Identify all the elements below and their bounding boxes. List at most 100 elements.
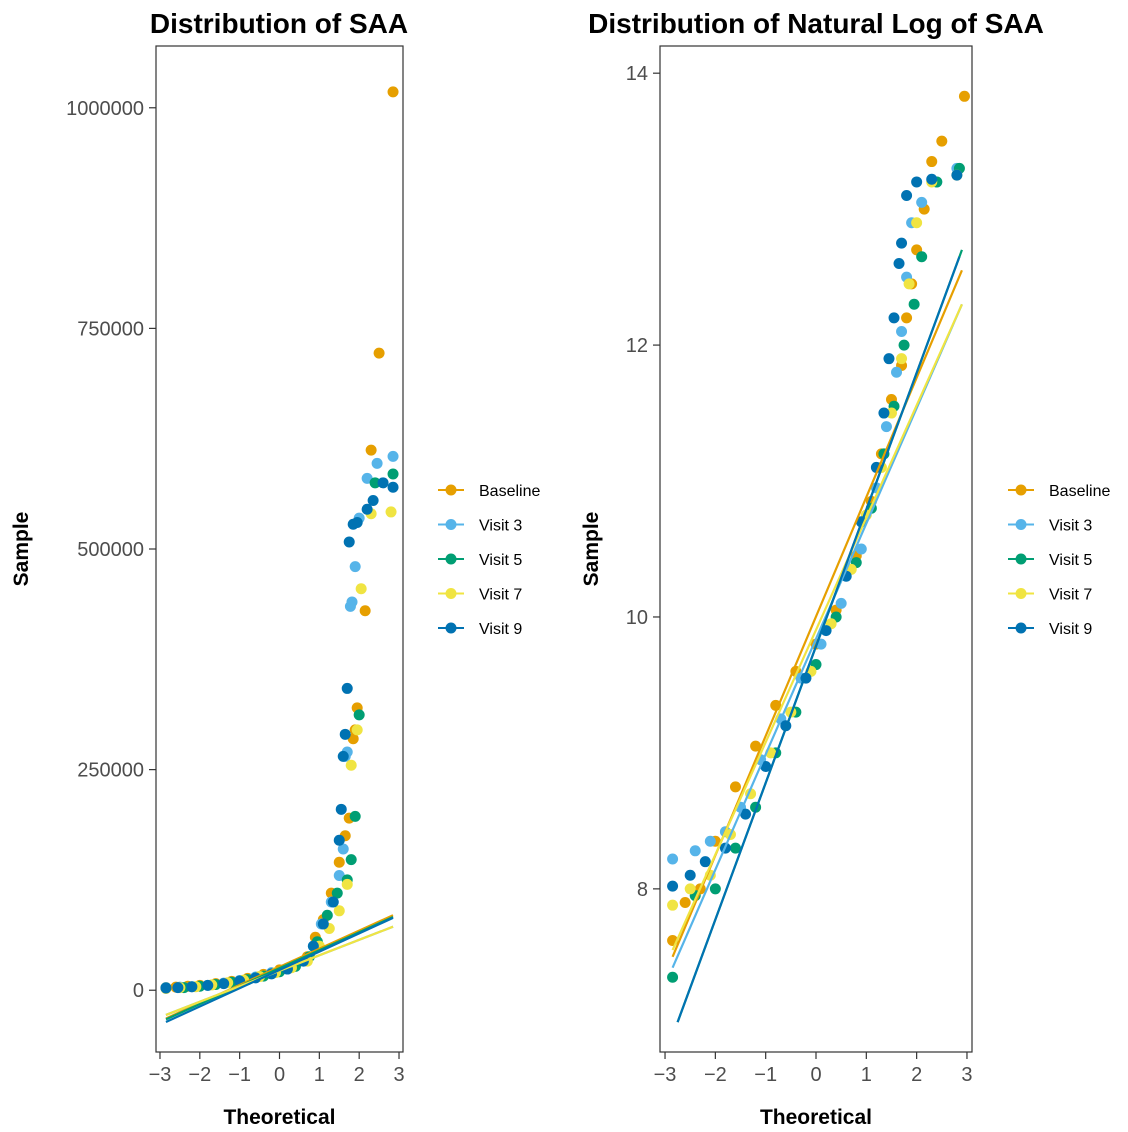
y-tick-label: 500000 <box>77 539 144 561</box>
data-point <box>377 477 389 489</box>
data-point <box>349 561 361 573</box>
data-point <box>709 883 721 895</box>
y-tick-label: 12 <box>626 335 648 357</box>
data-point <box>345 854 357 866</box>
data-point <box>908 298 920 310</box>
data-point <box>885 407 897 419</box>
legend-label: Visit 5 <box>1049 552 1092 569</box>
data-point <box>667 899 679 911</box>
data-point <box>667 971 679 983</box>
plot-panel <box>155 45 404 1053</box>
legend: Baseline Visit 3 Visit 5 Visit 7 Visit 9 <box>1008 483 1110 638</box>
series-baseline <box>667 90 970 947</box>
data-point <box>387 86 399 98</box>
series-visit-9 <box>667 169 963 892</box>
data-point <box>333 834 345 846</box>
data-point <box>355 583 367 595</box>
data-point <box>186 981 198 993</box>
data-point <box>878 407 890 419</box>
data-point <box>387 468 399 480</box>
data-point <box>160 982 172 994</box>
data-point <box>911 176 923 188</box>
x-axis-title: Theoretical <box>223 1106 335 1129</box>
x-tick-label: −2 <box>188 1064 211 1086</box>
legend-item: Baseline <box>1008 483 1110 500</box>
data-point <box>896 325 908 337</box>
legend-item: Visit 7 <box>1008 587 1092 604</box>
data-point <box>898 339 910 351</box>
data-point <box>684 869 696 881</box>
series-baseline <box>160 86 399 994</box>
y-tick-label: 250000 <box>77 760 144 782</box>
series-visit-5 <box>667 162 965 983</box>
data-point <box>888 312 900 324</box>
data-point <box>172 982 184 994</box>
x-tick-label: 1 <box>314 1064 325 1086</box>
data-point <box>689 845 701 857</box>
data-point <box>327 896 339 908</box>
data-point <box>385 506 397 518</box>
data-point <box>951 169 963 181</box>
series-visit-3 <box>160 450 399 994</box>
legend: Baseline Visit 3 Visit 5 Visit 7 Visit 9 <box>438 483 540 638</box>
x-tick-label: 2 <box>354 1064 365 1086</box>
series-visit-9 <box>160 477 399 994</box>
data-point <box>349 810 361 822</box>
legend-label: Visit 7 <box>479 587 522 604</box>
data-point <box>218 978 230 990</box>
data-point <box>936 135 948 147</box>
data-point <box>926 156 938 168</box>
qq-reference-line <box>671 303 963 951</box>
legend-key-dot <box>445 484 457 496</box>
x-tick-label: −3 <box>654 1064 677 1086</box>
data-point <box>880 421 892 433</box>
data-point <box>353 709 365 721</box>
legend-item: Visit 3 <box>1008 518 1092 535</box>
data-point <box>367 494 379 506</box>
data-point <box>341 878 353 890</box>
legend-item: Visit 5 <box>438 552 522 569</box>
data-point <box>351 724 363 736</box>
x-tick-label: 1 <box>861 1064 872 1086</box>
data-point <box>341 682 353 694</box>
data-point <box>307 940 319 952</box>
chart-title: Distribution of Natural Log of SAA <box>588 8 1044 39</box>
y-tick-label: 14 <box>626 63 648 85</box>
data-point <box>729 842 741 854</box>
qq-reference-line <box>676 256 961 1023</box>
data-point <box>365 444 377 456</box>
legend-item: Visit 5 <box>1008 552 1092 569</box>
x-tick-label: 3 <box>961 1064 972 1086</box>
legend-label: Visit 9 <box>1049 621 1092 638</box>
x-tick-label: 2 <box>911 1064 922 1086</box>
legend-item: Visit 7 <box>438 587 522 604</box>
data-point <box>699 856 711 868</box>
legend-label: Visit 9 <box>479 621 522 638</box>
x-tick-label: 0 <box>810 1064 821 1086</box>
data-point <box>684 883 696 895</box>
data-point <box>345 759 357 771</box>
qq-reference-line <box>671 303 963 969</box>
x-tick-label: 0 <box>274 1064 285 1086</box>
data-point <box>679 896 691 908</box>
data-point <box>331 887 343 899</box>
data-point <box>387 450 399 462</box>
data-point <box>387 481 399 493</box>
plot-panel <box>659 45 973 1053</box>
data-point <box>704 835 716 847</box>
y-tick-label: 1000000 <box>66 98 144 120</box>
data-point <box>361 503 373 515</box>
legend-label: Visit 3 <box>479 518 522 535</box>
data-point <box>896 353 908 365</box>
y-tick-label: 750000 <box>77 318 144 340</box>
y-tick-label: 8 <box>637 879 648 901</box>
legend-key-dot <box>445 553 457 565</box>
data-point <box>729 781 741 793</box>
data-point <box>740 808 752 820</box>
data-point <box>337 750 349 762</box>
data-point <box>903 278 915 290</box>
data-point <box>317 918 329 930</box>
series-visit-7 <box>160 506 397 994</box>
x-axis-title: Theoretical <box>760 1106 872 1129</box>
data-point <box>760 761 772 773</box>
